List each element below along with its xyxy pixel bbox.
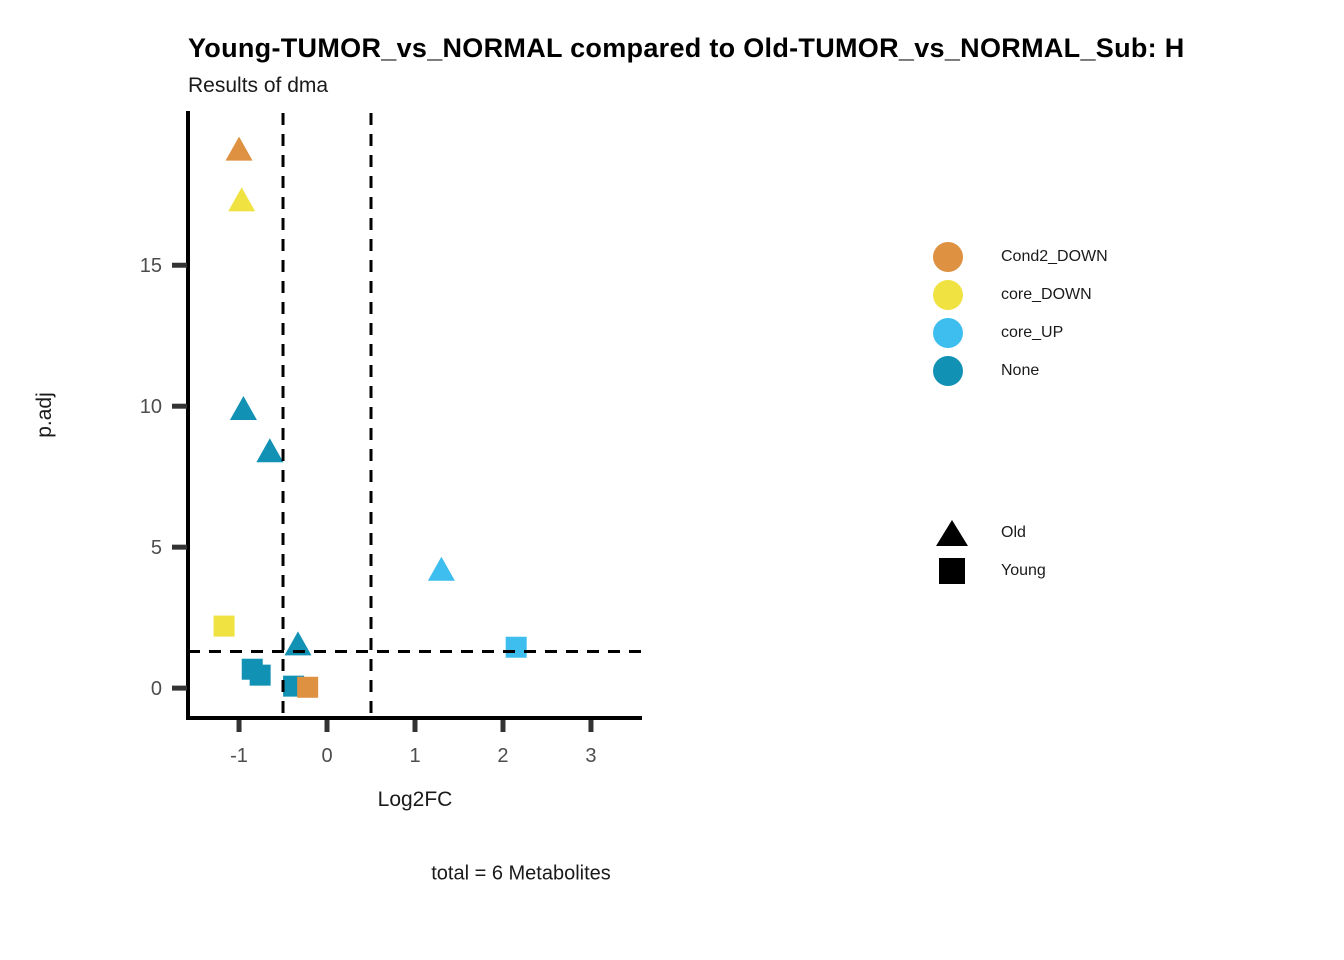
color-legend-label: core_UP [1001,324,1064,341]
data-point-triangle [229,396,257,421]
shape-legend-label: Young [1001,562,1046,579]
data-point-triangle [225,136,253,161]
color-legend-label: Cond2_DOWN [1001,248,1108,265]
color-legend-item: core_UP [933,318,1108,348]
shape-legend: Old Young [933,518,1046,586]
x-axis-tick-label: -1 [230,745,248,767]
y-axis-tick-label: 15 [140,255,162,277]
color-legend: Cond2_DOWN core_DOWN core_UP None [933,242,1108,386]
color-legend-item: core_DOWN [933,280,1108,310]
shape-legend-item: Young [933,556,1046,586]
data-point-square [297,676,319,698]
color-legend-label: None [1001,362,1040,379]
data-point-square [505,636,527,658]
x-axis-tick-label: 2 [497,745,508,767]
square-key-icon [939,558,965,584]
circle-swatch-icon [933,280,963,310]
circle-swatch-icon [933,242,963,272]
circle-swatch-icon [933,356,963,386]
chart-title: Young-TUMOR_vs_NORMAL compared to Old-TU… [188,33,1185,63]
data-point-triangle [427,556,455,581]
data-point-square [249,664,271,686]
shape-legend-label: Old [1001,524,1026,541]
shape-legend-item: Old [933,518,1046,548]
chart-caption: total = 6 Metabolites [431,862,611,885]
circle-swatch-icon [933,318,963,348]
color-legend-item: Cond2_DOWN [933,242,1108,272]
x-axis-tick-label: 0 [321,745,332,767]
color-legend-item: None [933,356,1108,386]
x-axis-tick-label: 1 [409,745,420,767]
y-axis-tick-label: 10 [140,396,162,418]
data-point-triangle [284,631,312,656]
x-axis-tick-label: 3 [585,745,596,767]
data-point-triangle [228,187,256,212]
triangle-key-icon [936,520,968,546]
x-axis-title: Log2FC [377,788,453,811]
y-axis-tick-label: 0 [151,678,162,700]
y-axis-tick-label: 5 [151,537,162,559]
data-point-square [213,615,235,637]
color-legend-label: core_DOWN [1001,286,1092,303]
data-point-triangle [256,438,284,463]
chart-subtitle: Results of dma [188,74,329,97]
